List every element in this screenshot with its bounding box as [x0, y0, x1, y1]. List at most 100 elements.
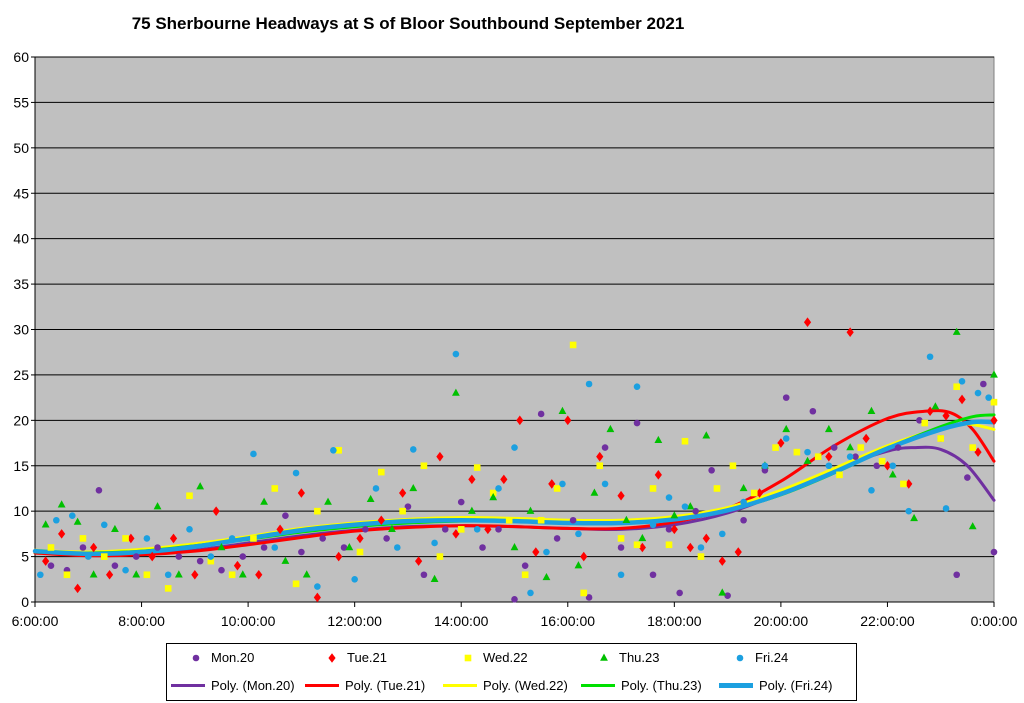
- point-tue-21: [958, 394, 966, 405]
- point-mon-20: [95, 486, 103, 494]
- point-fri-24: [250, 450, 257, 458]
- legend-marker-icon: [736, 654, 744, 661]
- point-mon-20: [521, 562, 529, 569]
- point-mon-20: [740, 516, 747, 524]
- point-wed-22: [436, 553, 444, 560]
- legend-item: Wed.22: [453, 650, 528, 665]
- point-tue-21: [335, 551, 343, 562]
- point-wed-22: [649, 485, 657, 492]
- point-fri-24: [37, 571, 44, 579]
- point-mon-20: [852, 453, 859, 460]
- point-thu-23: [451, 388, 460, 396]
- point-wed-22: [228, 571, 236, 579]
- point-tue-21: [926, 406, 934, 417]
- x-tick-label: 12:00:00: [327, 613, 382, 629]
- point-tue-21: [905, 479, 913, 489]
- point-wed-22: [937, 435, 945, 442]
- point-wed-22: [814, 453, 822, 460]
- point-wed-22: [143, 571, 151, 579]
- y-tick-label: 40: [13, 231, 29, 247]
- point-wed-22: [164, 585, 172, 592]
- point-fri-24: [985, 394, 992, 401]
- point-mon-20: [441, 526, 449, 533]
- point-mon-20: [362, 526, 369, 533]
- point-wed-22: [596, 462, 604, 470]
- point-wed-22: [681, 437, 689, 445]
- point-tue-21: [755, 488, 764, 498]
- point-mon-20: [601, 444, 609, 451]
- point-wed-22: [665, 541, 673, 549]
- y-tick-label: 45: [13, 185, 29, 201]
- point-fri-24: [68, 512, 76, 520]
- point-mon-20: [282, 512, 289, 520]
- point-fri-24: [697, 544, 705, 551]
- point-fri-24: [761, 462, 769, 470]
- point-tue-21: [452, 529, 460, 539]
- point-thu-23: [888, 470, 897, 478]
- point-tue-21: [942, 410, 950, 421]
- y-tick-label: 25: [13, 367, 29, 383]
- point-fri-24: [782, 435, 790, 442]
- legend-marker-shape: [328, 652, 336, 663]
- y-tick-label: 60: [13, 49, 29, 65]
- point-thu-23: [702, 431, 711, 439]
- x-tick-label: 20:00:00: [754, 613, 809, 629]
- point-wed-22: [473, 464, 481, 471]
- point-thu-23: [345, 543, 354, 551]
- point-wed-22: [250, 535, 257, 542]
- point-thu-23: [302, 570, 311, 578]
- point-fri-24: [559, 480, 566, 488]
- point-mon-20: [649, 571, 657, 579]
- point-mon-20: [873, 462, 881, 470]
- point-tue-21: [127, 533, 135, 544]
- point-wed-22: [47, 544, 55, 551]
- point-thu-23: [430, 574, 439, 582]
- point-fri-24: [292, 469, 300, 477]
- point-mon-20: [298, 548, 305, 556]
- point-mon-20: [47, 562, 55, 569]
- point-fri-24: [122, 566, 129, 574]
- point-mon-20: [953, 571, 961, 579]
- point-mon-20: [239, 553, 247, 560]
- point-fri-24: [585, 380, 593, 388]
- point-mon-20: [132, 553, 140, 560]
- point-thu-23: [217, 543, 226, 551]
- point-tue-21: [686, 542, 694, 553]
- point-wed-22: [633, 541, 641, 549]
- point-tue-21: [468, 474, 476, 485]
- point-thu-23: [111, 524, 119, 533]
- point-tue-21: [580, 551, 588, 562]
- point-thu-23: [622, 515, 631, 523]
- point-fri-24: [527, 589, 534, 597]
- point-mon-20: [916, 417, 923, 424]
- point-mon-20: [404, 503, 412, 510]
- point-mon-20: [990, 548, 998, 556]
- point-tue-21: [169, 533, 178, 544]
- point-thu-23: [57, 500, 66, 508]
- y-tick-label: 55: [13, 94, 29, 110]
- point-fri-24: [431, 539, 438, 547]
- legend-marker-icon: [600, 653, 608, 661]
- point-fri-24: [409, 446, 417, 453]
- point-mon-20: [479, 544, 486, 551]
- point-thu-23: [824, 424, 833, 433]
- point-fri-24: [926, 353, 934, 361]
- data-points: [37, 317, 998, 603]
- point-tue-21: [638, 542, 646, 553]
- point-wed-22: [772, 444, 779, 451]
- point-wed-22: [271, 485, 279, 492]
- point-mon-20: [809, 407, 817, 415]
- point-fri-24: [330, 447, 337, 454]
- point-fri-24: [53, 516, 60, 524]
- point-thu-23: [41, 520, 50, 528]
- point-wed-22: [399, 507, 406, 515]
- point-wed-22: [697, 553, 705, 560]
- point-tue-21: [974, 447, 982, 457]
- legend-label: Wed.22: [483, 650, 528, 665]
- point-mon-20: [633, 419, 641, 427]
- point-tue-21: [702, 533, 710, 544]
- y-tick-label: 35: [13, 276, 29, 292]
- point-thu-23: [739, 483, 748, 492]
- point-mon-20: [260, 544, 268, 551]
- legend-marker-shape: [464, 654, 472, 661]
